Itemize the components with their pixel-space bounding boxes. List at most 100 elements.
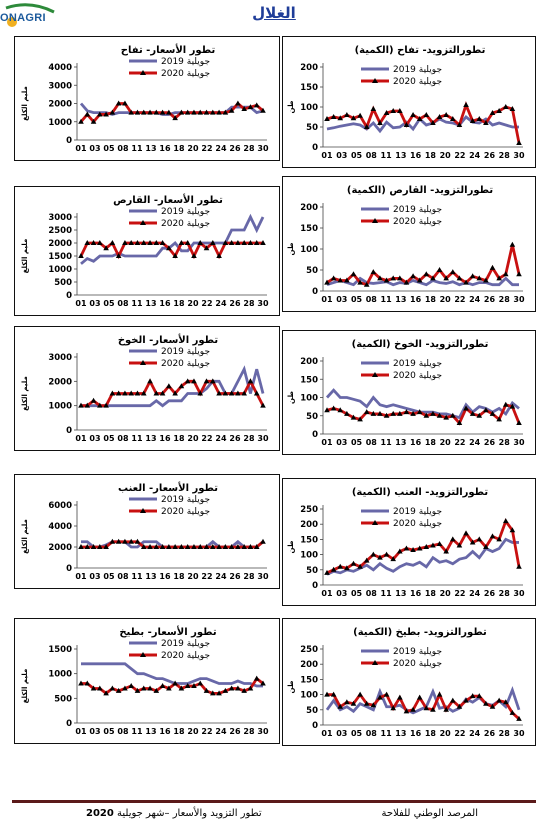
x-tick-label: 05	[103, 434, 115, 443]
series-2020-point	[463, 530, 469, 536]
series-2020-point	[489, 264, 496, 270]
legend-2020-marker	[372, 372, 378, 377]
series-2020-point	[383, 412, 390, 418]
series-2020-point	[423, 412, 430, 418]
series-2020-point	[147, 109, 153, 115]
series-2020-point	[443, 706, 449, 712]
legend-2020-marker	[372, 520, 378, 525]
series-2020-point	[241, 105, 247, 111]
series-2020-point	[159, 240, 166, 245]
x-tick-label: 01	[75, 144, 87, 153]
series-2020-point	[496, 697, 502, 703]
series-2020-point	[416, 545, 423, 551]
x-tick-label: 26	[229, 299, 241, 308]
chart-panel-supply_apple: تطورالتزويد- تفاح (الكمية) طن 0 50 100 150 200…	[282, 36, 536, 168]
y-axis-label: طن	[287, 242, 295, 255]
series-2020-point	[109, 240, 116, 245]
x-tick-label: 03	[336, 295, 347, 304]
y-tick-label: 150	[300, 535, 318, 545]
x-tick-label: 28	[499, 589, 511, 598]
x-tick-label: 03	[89, 144, 100, 153]
chart-panel-price_apple: تطور الأسعار- تفاح مليم الكلغ 0 1000 2000 300…	[14, 36, 280, 161]
series-2020-point	[153, 240, 160, 245]
series-2020-point	[489, 533, 496, 539]
chart-title: تطورالتزويد- الخوخ (الكمية)	[352, 339, 489, 350]
series-2020-point	[166, 383, 172, 389]
x-tick-label: 11	[381, 589, 393, 598]
x-tick-label: 20	[187, 727, 199, 736]
series-2020-point	[260, 680, 266, 686]
y-tick-label: 6000	[48, 501, 72, 511]
y-tick-label: 150	[300, 675, 318, 685]
series-2020-point	[430, 275, 436, 281]
x-tick-label: 03	[89, 572, 100, 581]
series-2020-point	[235, 100, 241, 106]
series-2020-point	[344, 410, 350, 416]
series-2020-point	[423, 112, 430, 117]
series-2020-point	[350, 414, 357, 420]
x-tick-label: 28	[499, 438, 511, 447]
series-2020-point	[390, 275, 397, 281]
y-tick-label: 150	[300, 375, 318, 385]
x-tick-label: 05	[351, 589, 363, 598]
logo-icon	[5, 3, 55, 27]
x-tick-label: 18	[425, 438, 437, 447]
y-axis-label: طن	[287, 100, 295, 113]
series-2020-point	[502, 699, 509, 705]
series-2020-point	[184, 378, 191, 384]
series-2020-point	[191, 109, 197, 115]
legend-2020-marker	[140, 508, 146, 513]
series-2020-point	[403, 409, 410, 415]
series-2020-point	[456, 275, 463, 281]
y-axis-label: مليم الكلغ	[21, 519, 29, 554]
chart-supply_strawberry: تطورالتزويد- القارص (الكمية)طن0501001502…	[287, 185, 525, 304]
x-tick-label: 01	[321, 438, 333, 447]
series-2020-point	[390, 556, 397, 562]
series-2020-point	[247, 685, 254, 691]
series-2020-point	[184, 109, 191, 115]
series-2020-point	[103, 544, 109, 549]
series-2020-point	[363, 409, 370, 415]
legend-2019-label: جويلية 2019	[393, 507, 442, 517]
x-tick-label: 03	[336, 438, 347, 447]
y-axis-label: طن	[287, 680, 295, 693]
series-2020-line	[326, 244, 521, 287]
series-2019-line	[81, 662, 263, 688]
x-tick-label: 30	[513, 151, 525, 160]
y-tick-label: 0	[312, 721, 318, 731]
x-tick-label: 13	[145, 144, 156, 153]
y-tick-label: 0	[66, 564, 72, 574]
series-2020-point	[423, 705, 430, 711]
series-2020-point	[344, 565, 350, 571]
series-2020-point	[337, 115, 344, 121]
series-2020-point	[222, 109, 229, 115]
x-tick-label: 26	[484, 729, 496, 738]
x-tick-label: 24	[469, 729, 481, 738]
series-2020-point	[377, 554, 383, 560]
y-tick-label: 2000	[48, 239, 72, 249]
y-tick-label: 1000	[48, 402, 72, 412]
x-tick-label: 28	[499, 729, 511, 738]
series-2020-point	[489, 703, 496, 709]
series-2020-point	[209, 378, 216, 384]
series-2020-point	[469, 693, 476, 699]
y-tick-label: 500	[54, 278, 72, 288]
series-2020-point	[222, 544, 229, 549]
series-2020-point	[228, 240, 235, 245]
x-tick-label: 24	[469, 589, 481, 598]
series-2020-point	[483, 120, 489, 125]
x-tick-label: 30	[513, 589, 525, 598]
series-2020-point	[241, 390, 247, 396]
series-2020-point	[383, 551, 390, 557]
series-2020-point	[397, 694, 403, 700]
series-2020-point	[115, 253, 122, 258]
series-2020-point	[390, 705, 397, 711]
chart-title: تطورالتزويد- تفاح (الكمية)	[355, 45, 486, 56]
x-tick-label: 26	[229, 434, 241, 443]
footer-report-year: 2020	[86, 808, 114, 819]
series-2020-point	[516, 140, 522, 145]
series-2020-point	[222, 390, 229, 396]
x-tick-label: 16	[410, 589, 422, 598]
series-2020-point	[449, 116, 456, 121]
x-tick-label: 22	[201, 144, 212, 153]
